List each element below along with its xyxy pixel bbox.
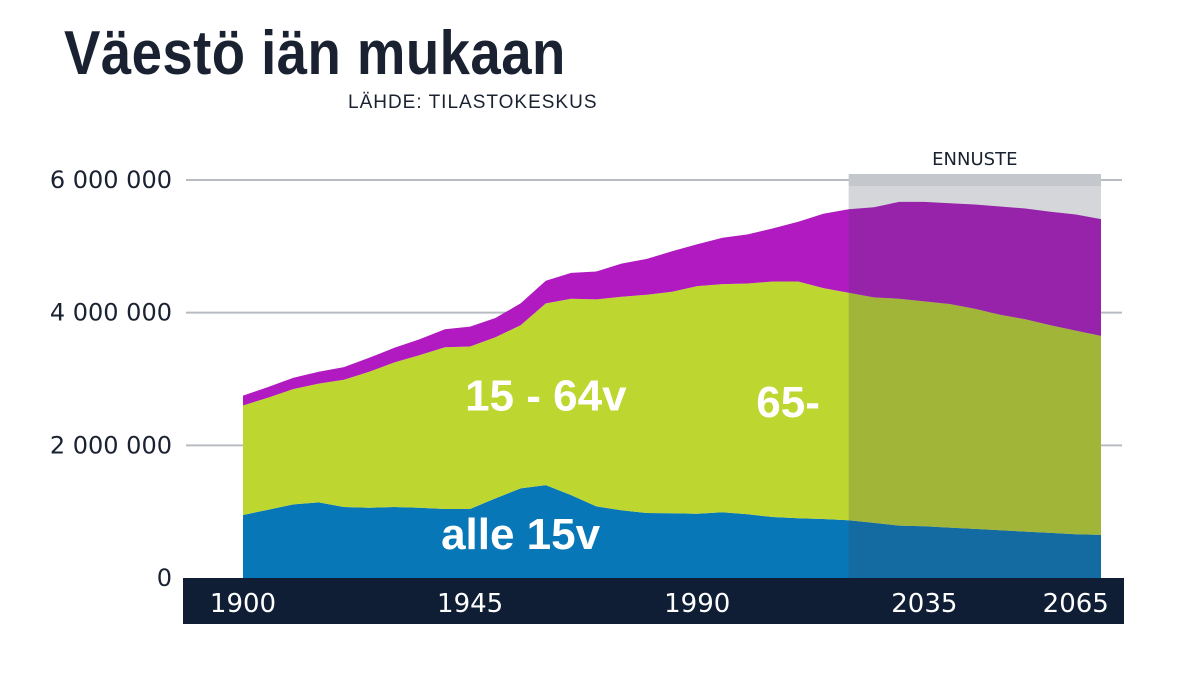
x-tick-label-0: 1900 (210, 589, 276, 619)
series-label-65plus: 65- (756, 378, 820, 427)
y-tick-label-2: 4 000 000 (50, 299, 172, 327)
chart-source: LÄHDE: TILASTOKESKUS (348, 92, 598, 113)
x-axis-band (183, 578, 1124, 624)
chart-title: Väestö iän mukaan (64, 19, 566, 88)
x-tick-label-1: 1945 (437, 589, 503, 619)
forecast-label: ENNUSTE (932, 149, 1017, 170)
series-label-15to64: 15 - 64v (465, 371, 627, 420)
y-tick-label-1: 2 000 000 (50, 431, 172, 459)
series-label-under15: alle 15v (441, 510, 601, 559)
y-tick-label-3: 6 000 000 (50, 166, 172, 194)
area-series-1 (243, 281, 1101, 535)
forecast-overlay (848, 186, 1101, 578)
area-series-2 (243, 201, 1101, 406)
area-series-0 (243, 485, 1101, 578)
forecast-band (848, 174, 1101, 186)
y-tick-label-0: 0 (157, 564, 172, 592)
x-tick-label-3: 2035 (891, 589, 957, 619)
x-tick-label-2: 1990 (664, 589, 730, 619)
x-tick-label-4: 2065 (1043, 589, 1109, 619)
